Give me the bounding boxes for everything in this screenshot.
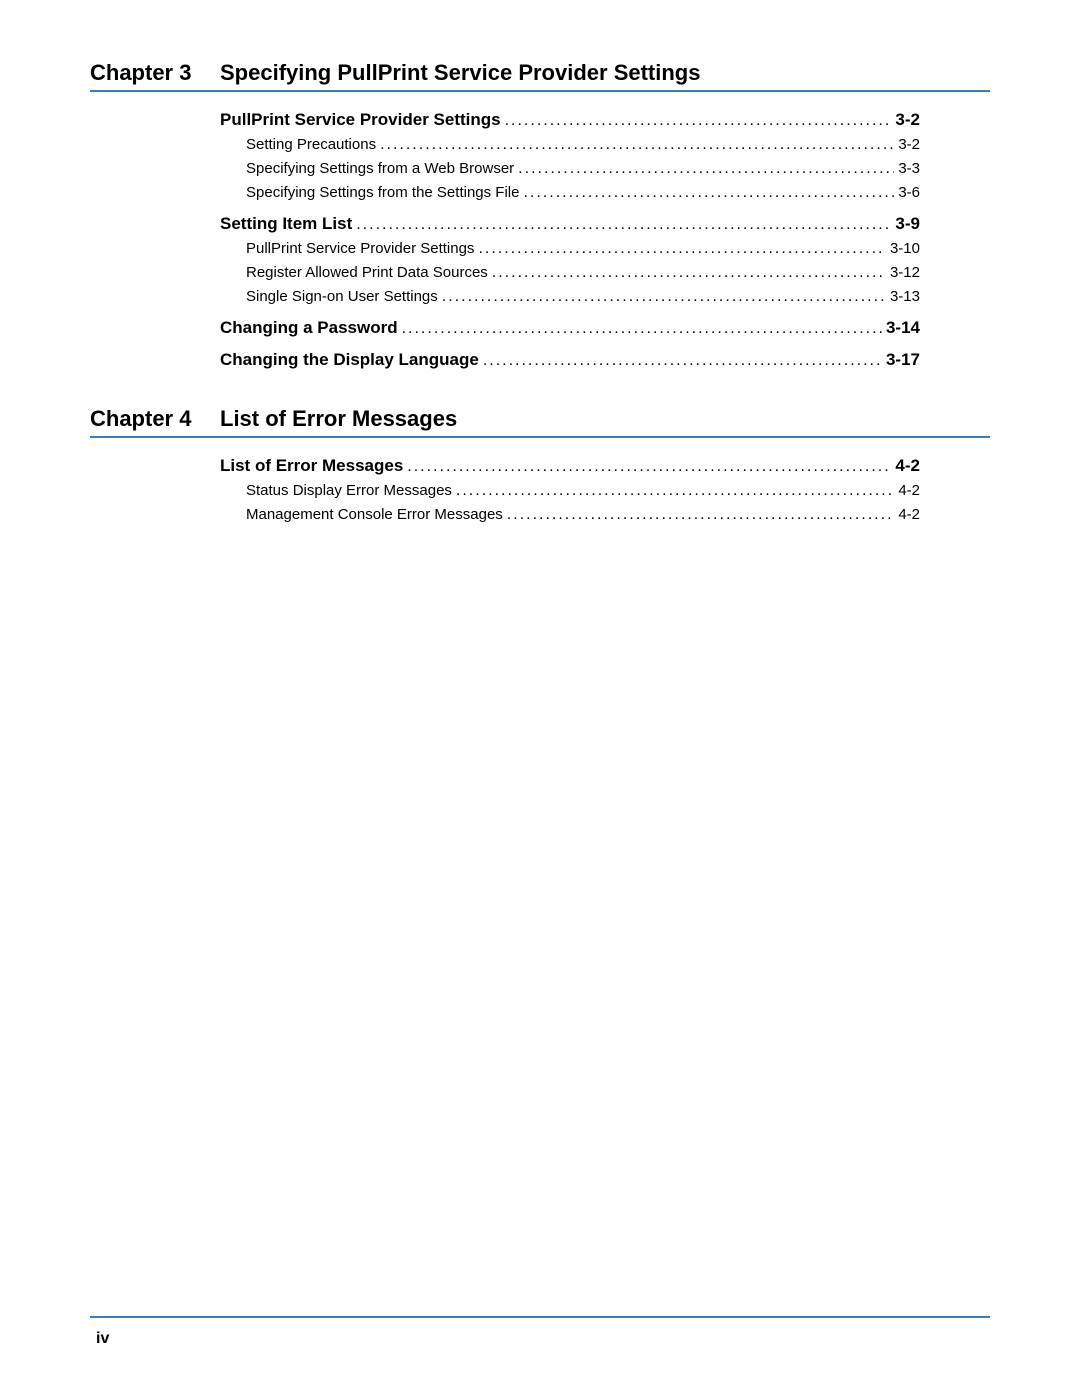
toc-text: Single Sign-on User Settings: [246, 288, 438, 305]
toc-page: 3-12: [890, 264, 920, 281]
toc-leader: ........................................…: [523, 184, 894, 202]
toc-page: 4-2: [898, 506, 920, 523]
toc-leader: ........................................…: [407, 458, 891, 476]
toc-text: PullPrint Service Provider Settings: [220, 110, 501, 130]
chapter-heading-row: Chapter 4 List of Error Messages: [90, 406, 990, 438]
toc-entry[interactable]: Specifying Settings from a Web Browser .…: [220, 160, 920, 178]
toc-page: 3-2: [895, 110, 920, 130]
toc-leader: ........................................…: [442, 288, 886, 306]
toc-entry[interactable]: Management Console Error Messages ......…: [220, 506, 920, 524]
toc-leader: ........................................…: [507, 506, 895, 524]
toc-block: PullPrint Service Provider Settings ....…: [220, 110, 990, 370]
toc-text: Specifying Settings from the Settings Fi…: [246, 184, 519, 201]
toc-entry[interactable]: Specifying Settings from the Settings Fi…: [220, 184, 920, 202]
toc-leader: ........................................…: [518, 160, 894, 178]
page-number: iv: [96, 1330, 109, 1348]
toc-entry[interactable]: Changing a Password ....................…: [220, 318, 920, 338]
toc-block: List of Error Messages .................…: [220, 456, 990, 524]
toc-text: Specifying Settings from a Web Browser: [246, 160, 514, 177]
toc-entry[interactable]: Setting Precautions ....................…: [220, 136, 920, 154]
toc-entry[interactable]: Status Display Error Messages ..........…: [220, 482, 920, 500]
toc-page: 3-9: [895, 214, 920, 234]
toc-leader: ........................................…: [505, 112, 892, 130]
toc-page: 3-2: [898, 136, 920, 153]
toc-text: Changing a Password: [220, 318, 398, 338]
toc-page: 3-6: [898, 184, 920, 201]
toc-leader: ........................................…: [356, 216, 891, 234]
toc-entry[interactable]: PullPrint Service Provider Settings ....…: [220, 110, 920, 130]
footer-rule: [90, 1316, 990, 1318]
toc-text: Status Display Error Messages: [246, 482, 452, 499]
chapter-title: Specifying PullPrint Service Provider Se…: [220, 60, 700, 86]
chapter-label: Chapter 3: [90, 60, 220, 86]
chapter-label: Chapter 4: [90, 406, 220, 432]
toc-leader: ........................................…: [478, 240, 886, 258]
toc-leader: ........................................…: [380, 136, 894, 154]
toc-entry[interactable]: List of Error Messages .................…: [220, 456, 920, 476]
toc-page: 3-3: [898, 160, 920, 177]
toc-page: 4-2: [898, 482, 920, 499]
toc-entry[interactable]: Single Sign-on User Settings ...........…: [220, 288, 920, 306]
toc-leader: ........................................…: [456, 482, 894, 500]
toc-text: Management Console Error Messages: [246, 506, 503, 523]
toc-entry[interactable]: Setting Item List ......................…: [220, 214, 920, 234]
toc-page: 3-14: [886, 318, 920, 338]
toc-text: Register Allowed Print Data Sources: [246, 264, 488, 281]
toc-text: PullPrint Service Provider Settings: [246, 240, 474, 257]
toc-leader: ........................................…: [492, 264, 886, 282]
page: Chapter 3 Specifying PullPrint Service P…: [0, 0, 1080, 1388]
toc-text: Changing the Display Language: [220, 350, 479, 370]
toc-page: 3-17: [886, 350, 920, 370]
toc-leader: ........................................…: [402, 320, 882, 338]
chapter-heading-row: Chapter 3 Specifying PullPrint Service P…: [90, 60, 990, 92]
toc-text: Setting Item List: [220, 214, 352, 234]
toc-text: List of Error Messages: [220, 456, 403, 476]
toc-page: 4-2: [895, 456, 920, 476]
toc-page: 3-10: [890, 240, 920, 257]
toc-page: 3-13: [890, 288, 920, 305]
toc-text: Setting Precautions: [246, 136, 376, 153]
chapter-title: List of Error Messages: [220, 406, 457, 432]
toc-entry[interactable]: Changing the Display Language ..........…: [220, 350, 920, 370]
toc-entry[interactable]: Register Allowed Print Data Sources ....…: [220, 264, 920, 282]
toc-entry[interactable]: PullPrint Service Provider Settings ....…: [220, 240, 920, 258]
toc-leader: ........................................…: [483, 352, 882, 370]
